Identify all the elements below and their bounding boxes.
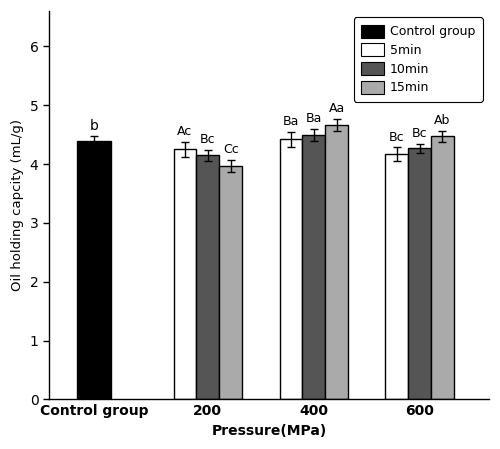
Legend: Control group, 5min, 10min, 15min: Control group, 5min, 10min, 15min xyxy=(354,18,482,102)
Text: Ba: Ba xyxy=(306,112,322,125)
Bar xyxy=(174,150,197,400)
Bar xyxy=(408,148,431,400)
Text: Aa: Aa xyxy=(328,102,344,115)
Bar xyxy=(431,136,454,400)
Bar xyxy=(76,141,111,400)
Text: Ab: Ab xyxy=(434,114,450,127)
Bar xyxy=(386,154,408,400)
Bar xyxy=(302,135,325,400)
Bar xyxy=(219,166,242,400)
Bar xyxy=(280,139,302,400)
Text: b: b xyxy=(90,119,98,133)
X-axis label: Pressure(MPa): Pressure(MPa) xyxy=(212,424,326,438)
Text: Ba: Ba xyxy=(282,115,299,128)
Text: Ac: Ac xyxy=(178,125,192,138)
Text: Cc: Cc xyxy=(223,143,238,156)
Text: Bc: Bc xyxy=(200,133,216,146)
Bar xyxy=(325,125,348,400)
Bar xyxy=(196,155,219,400)
Y-axis label: Oil holding capcity (mL/g): Oil holding capcity (mL/g) xyxy=(11,119,24,291)
Text: Bc: Bc xyxy=(389,131,404,144)
Text: Bc: Bc xyxy=(412,127,428,140)
